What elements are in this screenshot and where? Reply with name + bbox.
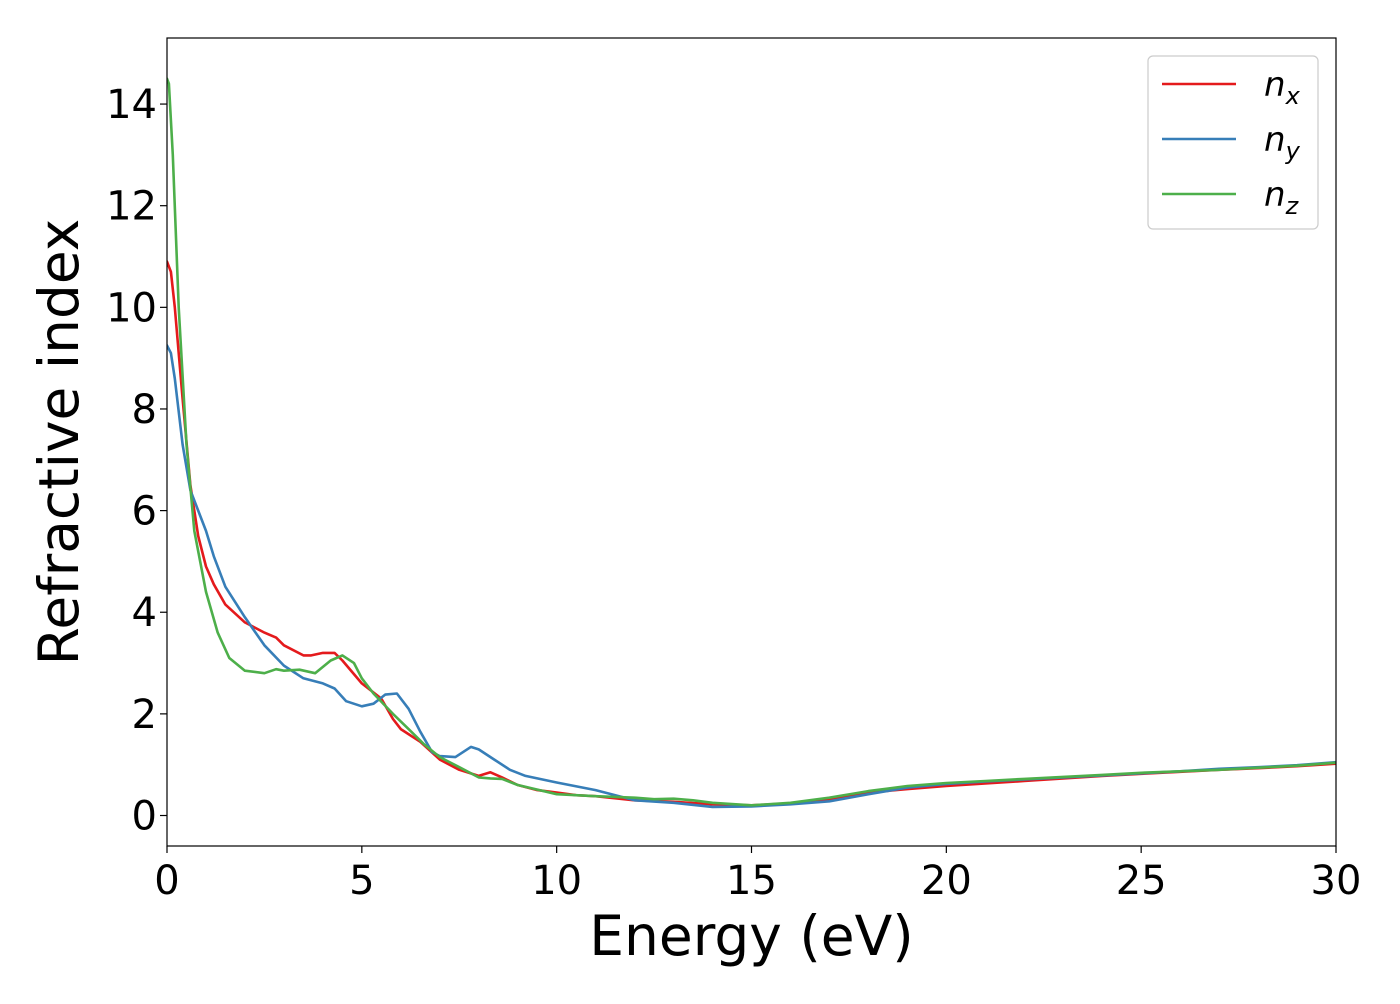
x-tick-label: 15 (726, 858, 777, 904)
legend: nx ny nz (1147, 55, 1319, 230)
x-axis-title: Energy (eV) (589, 904, 913, 968)
y-tick-label: 12 (106, 184, 157, 230)
series-line-z (167, 77, 1336, 807)
plot-background (167, 38, 1336, 846)
series-line-x (167, 260, 1336, 807)
series-layer (167, 77, 1336, 809)
y-axis-title: Refractive index (27, 219, 91, 666)
x-tick-label: 5 (349, 858, 374, 904)
y-tick-label: 10 (106, 285, 157, 331)
legend-label-y: ny (1264, 120, 1301, 165)
y-tick-label: 6 (132, 489, 157, 535)
x-tick-label: 0 (154, 858, 179, 904)
legend-label-x: nx (1264, 65, 1301, 110)
x-tick-label: 30 (1311, 858, 1362, 904)
y-tick-label: 2 (132, 692, 157, 738)
legend-label-z: nz (1264, 175, 1300, 220)
y-tick-label: 14 (106, 82, 157, 128)
plot-area (167, 38, 1336, 846)
legend-box (1147, 55, 1319, 230)
x-tick-label: 10 (531, 858, 582, 904)
y-tick-label: 8 (132, 387, 157, 433)
y-tick-label: 4 (132, 590, 157, 636)
x-tick-label: 20 (921, 858, 972, 904)
y-tick-label: 0 (132, 794, 157, 840)
x-tick-label: 25 (1116, 858, 1167, 904)
axes-layer: 0 5 10 15 20 25 30 0 2 4 6 8 10 12 14 (106, 37, 1362, 904)
